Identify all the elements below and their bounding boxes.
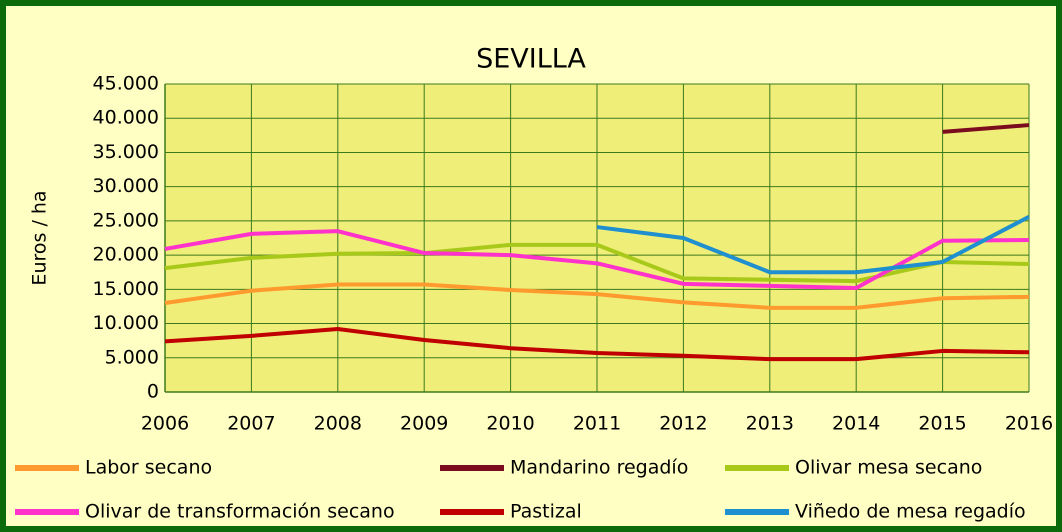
legend-label: Olivar de transformación secano — [85, 501, 395, 523]
y-tick-label: 20.000 — [93, 244, 159, 266]
x-tick-label: 2011 — [573, 413, 621, 435]
y-tick-label: 10.000 — [93, 312, 159, 334]
x-tick-label: 2010 — [486, 413, 534, 435]
y-tick-label: 5.000 — [105, 346, 159, 368]
x-tick-label: 2015 — [918, 413, 966, 435]
chart-title: SEVILLA — [476, 44, 586, 75]
x-tick-label: 2006 — [141, 413, 189, 435]
series-line — [164, 282, 1030, 310]
legend-label: Mandarino regadío — [510, 457, 688, 479]
series-line — [164, 242, 1030, 284]
x-tick-label: 2008 — [314, 413, 362, 435]
y-tick-label: 0 — [147, 381, 159, 403]
y-tick-label: 30.000 — [93, 175, 159, 197]
series-line — [164, 229, 1030, 290]
x-tick-label: 2013 — [746, 413, 794, 435]
x-tick-label: 2016 — [1005, 413, 1053, 435]
x-tick-label: 2014 — [832, 413, 880, 435]
series-line — [596, 215, 1030, 275]
x-tick-label: 2009 — [400, 413, 448, 435]
y-tick-label: 40.000 — [93, 107, 159, 129]
y-axis-label: Euros / ha — [29, 190, 51, 285]
y-tick-label: 35.000 — [93, 141, 159, 163]
x-tick-label: 2007 — [227, 413, 275, 435]
y-tick-label: 25.000 — [93, 209, 159, 231]
legend-label: Viñedo de mesa regadío — [795, 501, 1026, 523]
legend-label: Labor secano — [85, 457, 212, 479]
y-tick-label: 15.000 — [93, 278, 159, 300]
y-tick-label: 45.000 — [93, 73, 159, 95]
x-tick-label: 2012 — [659, 413, 707, 435]
series-line — [164, 327, 1030, 362]
series-line — [942, 123, 1030, 134]
legend-label: Pastizal — [510, 501, 582, 523]
legend-label: Olivar mesa secano — [795, 457, 982, 479]
